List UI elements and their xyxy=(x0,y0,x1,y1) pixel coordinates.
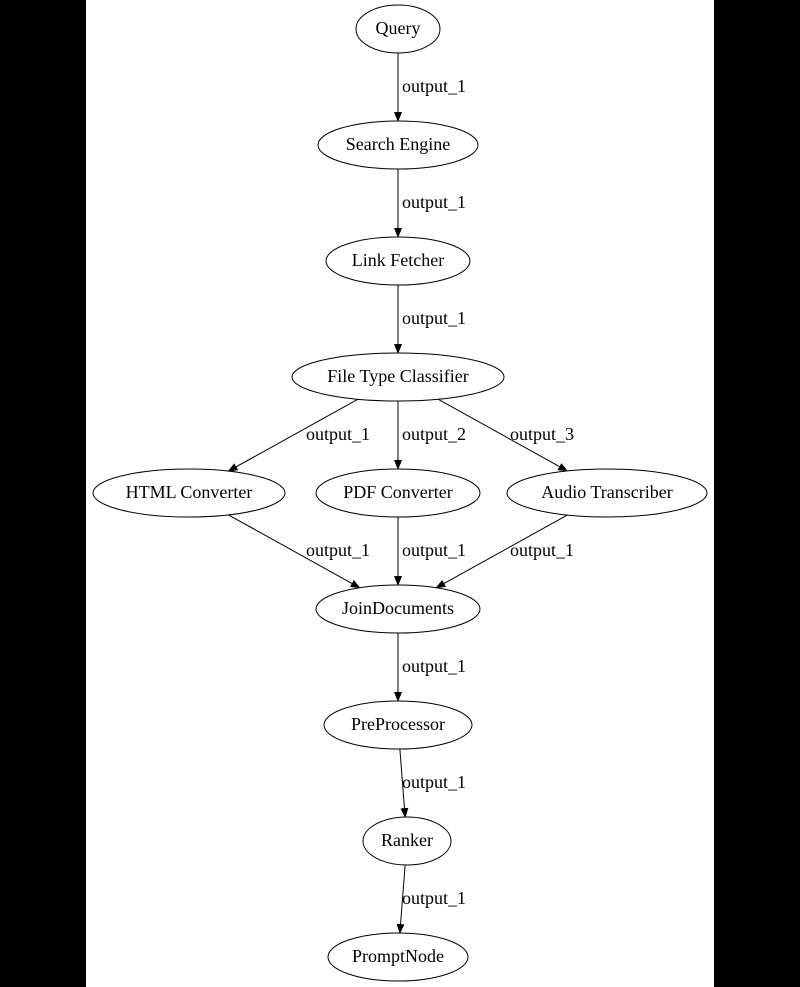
edge-label-join-pre: output_1 xyxy=(402,656,466,676)
node-label-audio: Audio Transcriber xyxy=(541,482,673,502)
edge-label-audio-join: output_1 xyxy=(510,540,574,560)
edge-label-classifier-html: output_1 xyxy=(306,424,370,444)
node-label-classifier: File Type Classifier xyxy=(327,366,468,386)
node-label-prompt: PromptNode xyxy=(352,946,444,966)
node-label-ranker: Ranker xyxy=(381,830,433,850)
node-label-query: Query xyxy=(376,18,421,38)
edge-label-ranker-prompt: output_1 xyxy=(402,888,466,908)
edge-label-pdf-join: output_1 xyxy=(402,540,466,560)
diagram-canvas: output_1 output_1 output_1 output_1 output_2… xyxy=(86,0,714,987)
edge-label-pre-ranker: output_1 xyxy=(402,772,466,792)
node-label-fetcher: Link Fetcher xyxy=(352,250,444,270)
edge-label-classifier-audio: output_3 xyxy=(510,424,574,444)
nodes-group: Query Search Engine Link Fetcher File Type … xyxy=(93,5,707,981)
flowchart-svg: output_1 output_1 output_1 output_1 output_2… xyxy=(86,0,714,987)
edge-label-classifier-pdf: output_2 xyxy=(402,424,466,444)
edge-label-fetcher-classifier: output_1 xyxy=(402,308,466,328)
edge-label-query-search: output_1 xyxy=(402,76,466,96)
node-label-pdf: PDF Converter xyxy=(343,482,453,502)
node-label-search: Search Engine xyxy=(346,134,450,154)
edge-label-html-join: output_1 xyxy=(306,540,370,560)
edge-label-search-fetcher: output_1 xyxy=(402,192,466,212)
node-label-join: JoinDocuments xyxy=(342,598,454,618)
node-label-html: HTML Converter xyxy=(126,482,253,502)
node-label-pre: PreProcessor xyxy=(351,714,445,734)
